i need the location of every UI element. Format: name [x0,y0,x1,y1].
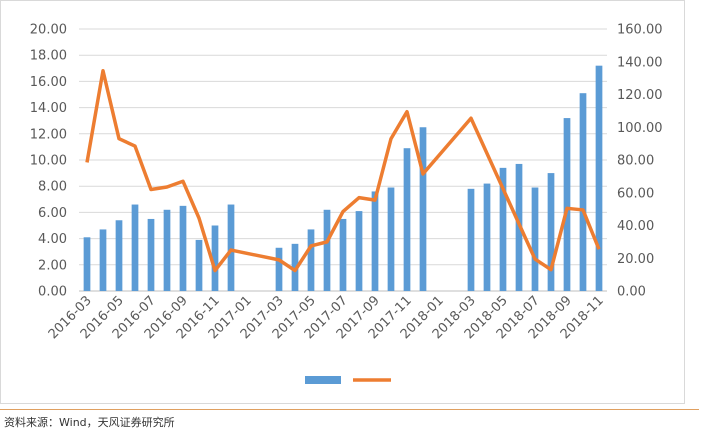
bar [147,218,155,291]
legend-layer [305,376,391,384]
y-left-tick-label: 4.00 [38,232,67,247]
chart-frame: 0.00 2.00 4.00 6.00 8.00 10.00 12.00 14.00 16.00… [0,0,685,404]
y-right-tick-label: 40.00 [617,219,654,234]
bar [387,187,395,291]
bar [467,188,475,291]
y-right-tick-label: 80.00 [617,154,654,169]
bar [163,209,171,291]
y-right-tick-label: 160.00 [617,23,663,38]
bar [595,65,603,292]
line-layer [85,69,601,273]
y-right-tick-label: 60.00 [617,186,654,201]
bar [547,173,555,291]
y-left-tick-label: 18.00 [30,49,67,64]
y-left-tick-label: 16.00 [30,75,67,90]
y-left-tick-label: 6.00 [38,206,67,221]
bar [323,209,331,291]
y-left-tick-label: 8.00 [38,180,67,195]
y-right-tick-label: 140.00 [617,55,663,70]
bar [563,118,571,291]
source-note: 资料来源：Wind，天风证券研究所 [4,416,175,429]
bar [83,237,91,291]
bar [371,191,379,291]
bar [419,127,427,291]
legend-bar-swatch [305,376,341,384]
bar [579,93,587,291]
bar [499,167,507,291]
bar [131,204,139,291]
bar [355,211,363,291]
y-right-tick-label: 100.00 [617,121,663,136]
y-left-tick-label: 12.00 [30,127,67,142]
bar [531,187,539,291]
bar [339,218,347,291]
y-right-tick-label: 20.00 [617,252,654,267]
y-left-tick-label: 2.00 [38,258,67,273]
y-left-tick-label: 10.00 [30,154,67,169]
chart-svg: 0.00 2.00 4.00 6.00 8.00 10.00 12.00 14.00 16.00… [30,23,663,384]
bar [403,148,411,291]
bar-layer [83,65,603,292]
y-left-tick-label: 0.00 [38,285,67,300]
source-divider [0,409,699,410]
y-left-tick-label: 20.00 [30,23,67,38]
bar [99,229,107,291]
line-series [85,69,601,273]
bar [227,204,235,291]
bar [275,247,283,291]
bar [483,183,491,291]
bar [211,225,219,291]
bar [307,229,315,291]
y-right-tick-label: 0.00 [617,285,646,300]
bar [195,239,203,291]
y-left-tick-label: 14.00 [30,101,67,116]
bar [115,220,123,291]
y-right-tick-label: 120.00 [617,88,663,103]
bar [179,205,187,291]
